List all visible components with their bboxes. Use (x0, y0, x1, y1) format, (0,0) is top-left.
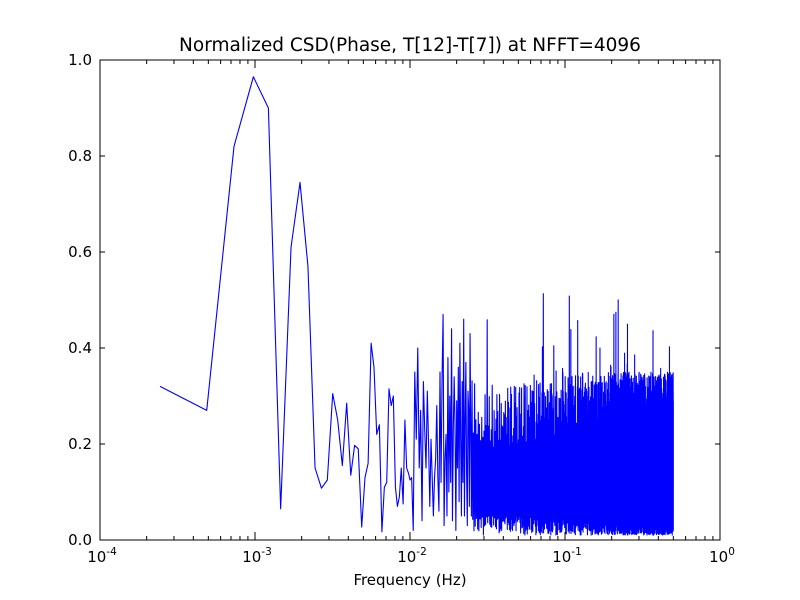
series-line (159, 76, 674, 536)
series-layer (159, 76, 674, 536)
tick-layer (99, 59, 721, 541)
x-tick-label: 10-2 (397, 546, 427, 566)
x-tick-label: 10-1 (552, 546, 582, 566)
x-tick-label: 100 (709, 546, 735, 566)
y-tick-label: 0.8 (68, 147, 92, 165)
y-tick-label: 1.0 (68, 51, 92, 69)
tick-label-layer: 0.0 0.2 0.4 0.6 0.8 1.0 10-4 10-3 10-2 10-1 100 (68, 51, 735, 566)
x-tick-label: 10-3 (242, 546, 272, 566)
y-tick-label: 0.4 (68, 339, 92, 357)
chart-title: Normalized CSD(Phase, T[12]-T[7]) at NFF… (179, 35, 641, 56)
y-tick-label: 0.6 (68, 243, 92, 261)
y-tick-label: 0.2 (68, 435, 92, 453)
x-axis-label: Frequency (Hz) (353, 571, 467, 589)
x-tick-label: 10-4 (87, 546, 117, 566)
y-tick-label: 0.0 (68, 531, 92, 549)
